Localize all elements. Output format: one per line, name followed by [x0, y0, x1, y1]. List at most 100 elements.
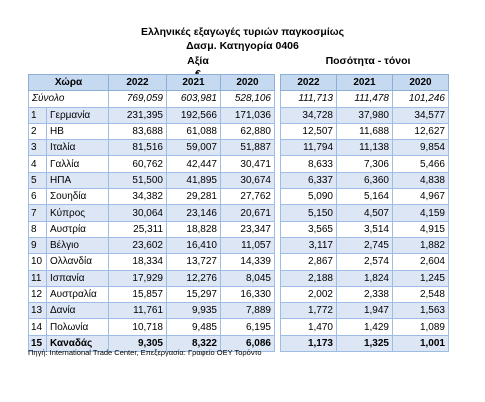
value-2022: 60,762 — [108, 155, 167, 173]
header-quantity-2020: 2020 — [392, 73, 449, 92]
value-2021: 192,566 — [166, 106, 221, 124]
quantity-2021: 5,164 — [336, 188, 393, 206]
value-2022: 10,718 — [108, 318, 167, 336]
header-value-2021: 2021 — [166, 73, 221, 92]
quantity-2020: 9,854 — [392, 139, 449, 157]
quantity-2022: 5,090 — [280, 188, 337, 206]
quantity-2020: 4,967 — [392, 188, 449, 206]
quantity-2022: 1,173 — [280, 334, 337, 353]
quantity-2022: 2,188 — [280, 269, 337, 287]
quantity-2021: 4,507 — [336, 204, 393, 222]
quantity-2022: 6,337 — [280, 171, 337, 190]
column-gap — [274, 335, 281, 352]
country-name: Ολλανδία — [46, 253, 109, 271]
quantity-2021: 11,688 — [336, 122, 393, 141]
header-row: Χώρα 2022 2021 2020 2022 2021 2020 — [28, 73, 449, 92]
quantity-2021: 2,338 — [336, 285, 393, 304]
row-index: 6 — [28, 188, 47, 206]
value-2020: 51,887 — [220, 139, 275, 157]
column-gap — [274, 221, 281, 238]
column-gap — [274, 204, 281, 222]
total-value-2021: 603,981 — [166, 90, 221, 108]
row-index: 13 — [28, 302, 47, 320]
country-name: Ιταλία — [46, 139, 109, 157]
country-name: Αυστραλία — [46, 285, 109, 304]
table-row: 11 Ισπανία 17,929 12,276 8,045 2,188 1,824 1,24… — [28, 269, 449, 287]
total-label: Σύνολο — [28, 90, 109, 108]
quantity-2022: 2,002 — [280, 285, 337, 304]
row-index: 15 — [28, 334, 47, 353]
column-gap — [274, 90, 281, 108]
quantity-2021: 3,514 — [336, 220, 393, 238]
table-row: 10 Ολλανδία 18,334 13,727 14,339 2,867 2,574 2,… — [28, 253, 449, 271]
value-2022: 11,761 — [108, 302, 167, 320]
value-2022: 34,382 — [108, 188, 167, 206]
total-value-2022: 769,059 — [108, 90, 167, 108]
quantity-2022: 8,633 — [280, 155, 337, 173]
quantity-2021: 37,980 — [336, 106, 393, 124]
quantity-group-label: Ποσότητα - τόνοι — [325, 55, 411, 67]
value-2020: 20,671 — [220, 204, 275, 222]
value-2021: 15,297 — [166, 285, 221, 304]
quantity-2020: 1,882 — [392, 236, 449, 255]
quantity-2020: 1,245 — [392, 269, 449, 287]
table-row: 1 Γερμανία 231,395 192,566 171,036 34,728 37,9… — [28, 106, 449, 124]
value-2020: 6,086 — [220, 334, 275, 353]
value-2020: 62,880 — [220, 122, 275, 141]
row-index: 10 — [28, 253, 47, 271]
value-2020: 30,674 — [220, 171, 275, 190]
quantity-2021: 7,306 — [336, 155, 393, 173]
exports-table: Χώρα 2022 2021 2020 2022 2021 2020 Σύνολ… — [28, 73, 449, 353]
row-index: 2 — [28, 122, 47, 141]
value-2022: 9,305 — [108, 334, 167, 353]
value-2021: 12,276 — [166, 269, 221, 287]
value-2022: 231,395 — [108, 106, 167, 124]
column-gap — [274, 123, 281, 140]
country-name: Βέλγιο — [46, 236, 109, 255]
quantity-2021: 1,429 — [336, 318, 393, 336]
value-2021: 59,007 — [166, 139, 221, 157]
table-row: 13 Δανία 11,761 9,935 7,889 1,772 1,947 1,563 — [28, 302, 449, 320]
value-2021: 9,935 — [166, 302, 221, 320]
quantity-2020: 4,159 — [392, 204, 449, 222]
column-gap — [274, 74, 281, 91]
column-gap — [274, 318, 281, 336]
value-2021: 9,485 — [166, 318, 221, 336]
quantity-2021: 1,824 — [336, 269, 393, 287]
row-index: 12 — [28, 285, 47, 304]
table-row: 15 Καναδάς 9,305 8,322 6,086 1,173 1,325 1,001 — [28, 334, 449, 353]
value-2020: 14,339 — [220, 253, 275, 271]
quantity-2021: 1,325 — [336, 334, 393, 353]
value-2021: 41,895 — [166, 171, 221, 190]
value-2022: 18,334 — [108, 253, 167, 271]
row-index: 7 — [28, 204, 47, 222]
column-gap — [274, 302, 281, 319]
quantity-2021: 2,574 — [336, 253, 393, 271]
quantity-2020: 4,838 — [392, 171, 449, 190]
quantity-2021: 11,138 — [336, 139, 393, 157]
column-gap — [274, 188, 281, 205]
column-gap — [274, 253, 281, 271]
source-note: Πηγή: International Trade Center, Επεξερ… — [28, 348, 262, 357]
total-quantity-2020: 101,246 — [392, 90, 449, 108]
value-2020: 16,330 — [220, 285, 275, 304]
table-row: 5 ΗΠΑ 51,500 41,895 30,674 6,337 6,360 4,838 — [28, 171, 449, 190]
value-2020: 11,057 — [220, 236, 275, 255]
value-2021: 61,088 — [166, 122, 221, 141]
table-row: 7 Κύπρος 30,064 23,146 20,671 5,150 4,507 4,159 — [28, 204, 449, 222]
table-row: 14 Πολωνία 10,718 9,485 6,195 1,470 1,429 1,089 — [28, 318, 449, 336]
value-2021: 13,727 — [166, 253, 221, 271]
quantity-2021: 1,947 — [336, 302, 393, 320]
header-quantity-2021: 2021 — [336, 73, 393, 92]
row-index: 8 — [28, 220, 47, 238]
table-row: 2 ΗΒ 83,688 61,088 62,880 12,507 11,688 12,627 — [28, 122, 449, 141]
row-index: 5 — [28, 171, 47, 190]
table-row: 3 Ιταλία 81,516 59,007 51,887 11,794 11,138 9,8… — [28, 139, 449, 157]
country-name: Καναδάς — [46, 334, 109, 353]
quantity-2022: 1,772 — [280, 302, 337, 320]
quantity-2020: 2,604 — [392, 253, 449, 271]
value-2022: 15,857 — [108, 285, 167, 304]
country-name: ΗΒ — [46, 122, 109, 141]
country-name: Πολωνία — [46, 318, 109, 336]
value-2022: 23,602 — [108, 236, 167, 255]
